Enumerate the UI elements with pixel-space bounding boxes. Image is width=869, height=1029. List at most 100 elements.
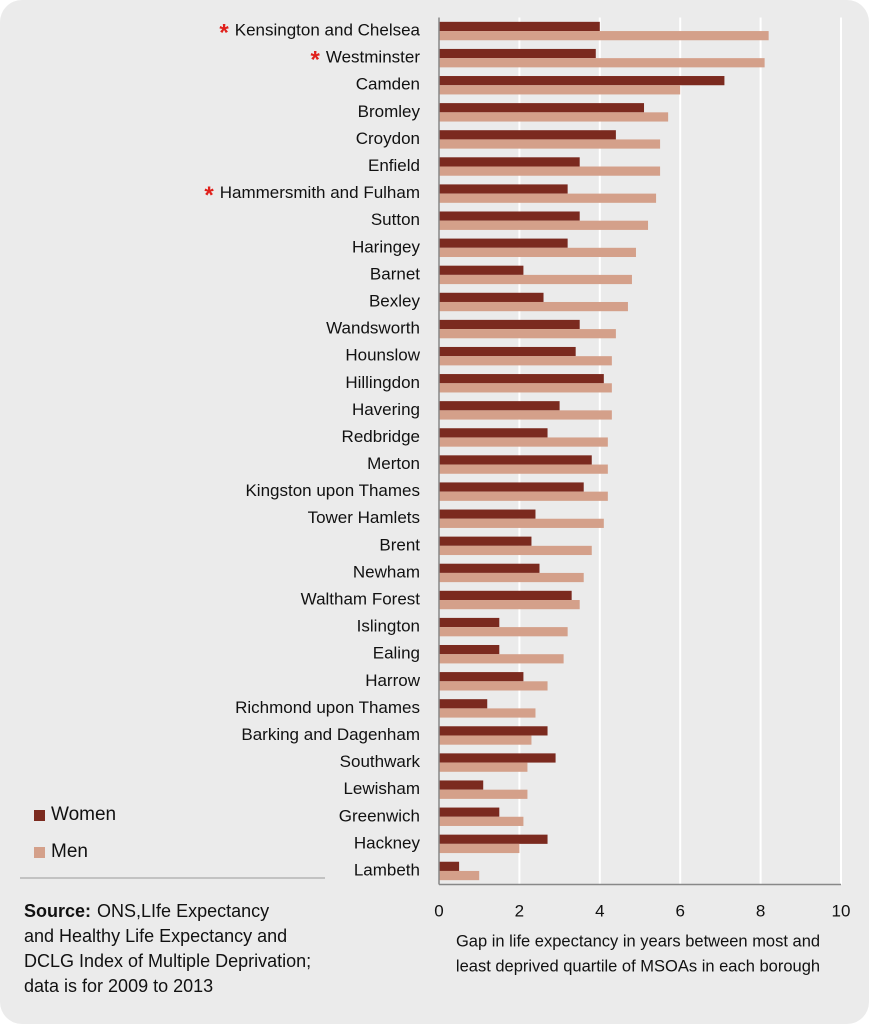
bar	[439, 157, 580, 167]
y-tick-label: Sutton	[371, 210, 420, 229]
y-tick-label: Bromley	[358, 102, 421, 121]
bar	[439, 346, 576, 357]
highlight-marker: *	[219, 19, 229, 46]
bar	[439, 861, 460, 871]
source-line: and Healthy Life Expectancy and	[24, 926, 287, 946]
source-text: and Healthy Life Expectancy and	[24, 926, 287, 946]
y-tick-label: Bexley	[369, 291, 421, 310]
bar	[439, 545, 592, 556]
bar	[439, 193, 657, 203]
bar	[439, 735, 532, 745]
bar	[439, 401, 560, 411]
bar	[439, 220, 649, 230]
x-axis-title: Gap in life expectancy in years between …	[456, 932, 820, 950]
bar	[439, 563, 540, 573]
bar	[439, 166, 661, 176]
highlight-marker: *	[311, 46, 321, 73]
source-text: data is for 2009 to 2013	[24, 976, 213, 996]
x-axis-title: least deprived quartile of MSOAs in each…	[456, 957, 820, 975]
bar	[439, 681, 548, 691]
bar	[439, 699, 488, 709]
source-line: DCLG Index of Multiple Deprivation;	[24, 951, 311, 971]
y-tick-label: Lambeth	[354, 860, 420, 879]
bar	[439, 76, 725, 86]
y-tick-label: Croydon	[356, 129, 420, 148]
bar	[439, 807, 500, 817]
y-tick-label: Redbridge	[342, 427, 420, 446]
bar	[439, 834, 548, 844]
y-tick-label: Tower Hamlets	[308, 508, 420, 527]
bar	[439, 410, 612, 420]
bar	[439, 301, 628, 312]
source-line: ONS,LIfe Expectancy	[97, 901, 269, 921]
source-text: DCLG Index of Multiple Deprivation;	[24, 951, 311, 971]
bar	[439, 428, 548, 438]
bar	[439, 590, 572, 601]
bar	[439, 762, 528, 772]
bar	[439, 464, 608, 474]
y-tick-label: Newham	[353, 562, 420, 581]
bar	[439, 247, 636, 258]
bar	[439, 870, 480, 881]
legend-label: Women	[51, 804, 116, 825]
bar	[439, 600, 580, 610]
bar	[439, 139, 661, 149]
bar	[439, 644, 500, 655]
y-tick-label: Enfield	[368, 156, 420, 175]
bar	[439, 374, 604, 384]
bar	[439, 238, 568, 248]
source-label: Source:	[24, 901, 91, 921]
x-tick-label: 6	[675, 901, 684, 920]
source-text: Source: ONS,LIfe Expectancy	[24, 901, 269, 921]
bar	[439, 103, 645, 113]
bar	[439, 383, 612, 393]
y-tick-label: Lewisham	[343, 779, 420, 798]
y-tick-label: Southwark	[340, 752, 421, 771]
y-tick-label: Barking and Dagenham	[241, 725, 420, 744]
y-tick-label: Havering	[352, 400, 420, 419]
bar	[439, 572, 584, 583]
bar	[439, 112, 669, 122]
y-tick-label: Wandsworth	[326, 319, 420, 338]
y-tick-label: Ealing	[373, 644, 420, 663]
bar	[439, 292, 544, 302]
highlight-marker: *	[204, 182, 214, 209]
y-tick-label: Hammersmith and Fulham	[220, 183, 420, 202]
bar	[439, 265, 524, 275]
x-tick-label: 4	[595, 901, 604, 920]
bar	[439, 617, 500, 628]
y-tick-label: Hounslow	[345, 346, 420, 365]
bar	[439, 780, 484, 790]
bar	[439, 482, 584, 492]
y-tick-label: Merton	[367, 454, 420, 473]
bar	[439, 21, 600, 32]
y-tick-label: Waltham Forest	[301, 590, 421, 609]
y-tick-label: Kensington and Chelsea	[235, 21, 421, 40]
bar	[439, 31, 769, 41]
bar	[439, 536, 532, 546]
bar	[439, 319, 580, 330]
y-tick-label: Westminster	[326, 48, 420, 67]
y-tick-label: Hackney	[354, 833, 421, 852]
bar	[439, 509, 536, 519]
y-tick-label: Islington	[357, 617, 420, 636]
bar	[439, 491, 608, 501]
bar	[439, 437, 608, 447]
bar	[439, 726, 548, 736]
bar	[439, 627, 568, 637]
bar	[439, 672, 524, 682]
y-tick-label: Kingston upon Thames	[245, 481, 420, 500]
bar	[439, 816, 524, 826]
bar	[439, 58, 765, 68]
y-tick-label: Haringey	[352, 237, 421, 256]
bar	[439, 455, 592, 465]
legend-swatch	[34, 847, 45, 858]
y-tick-label: Harrow	[365, 671, 421, 690]
legend-swatch	[34, 810, 45, 821]
bar	[439, 753, 556, 763]
bar	[439, 48, 596, 59]
bar	[439, 789, 528, 799]
bar	[439, 329, 616, 339]
y-tick-label: Richmond upon Thames	[235, 698, 420, 717]
